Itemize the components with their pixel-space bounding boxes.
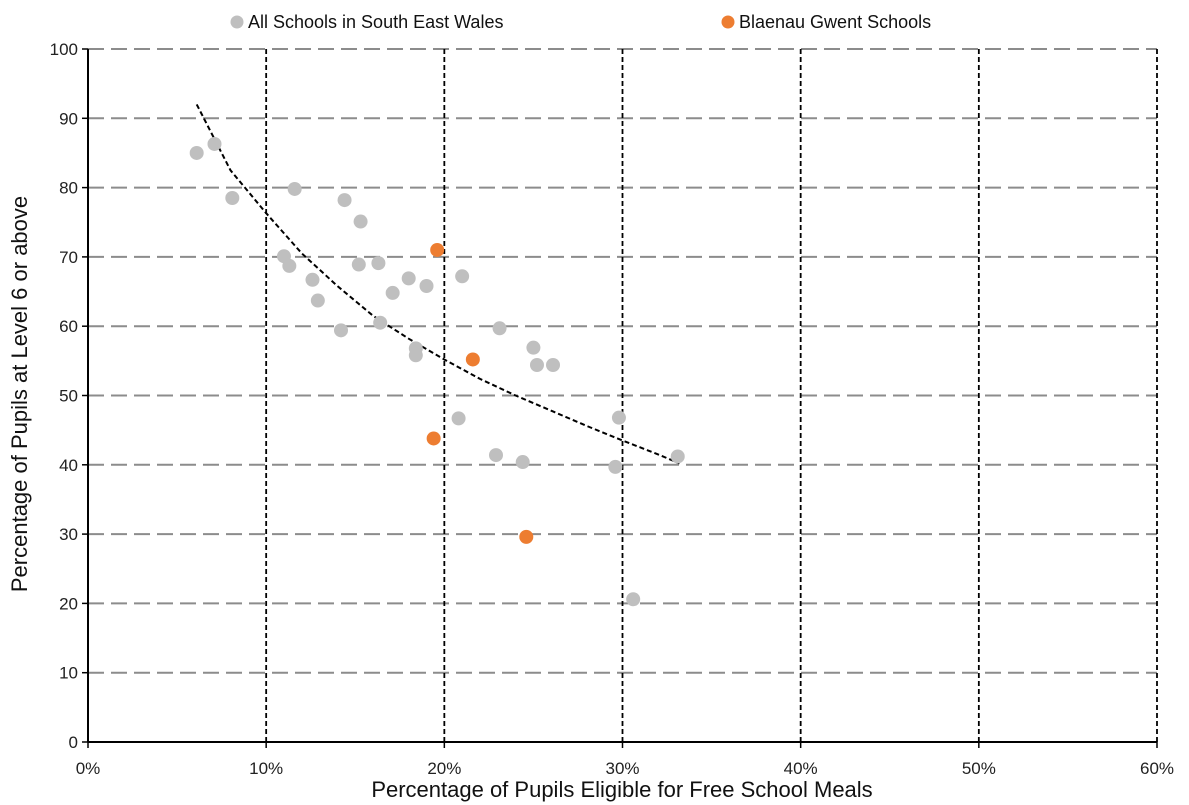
point-all-schools xyxy=(526,340,541,355)
x-tick-label: 20% xyxy=(427,759,461,778)
y-tick-label: 80 xyxy=(59,179,78,198)
y-axis-title: Percentage of Pupils at Level 6 or above xyxy=(7,196,32,592)
point-all-schools xyxy=(546,358,561,373)
legend-marker-blaenau-gwent xyxy=(721,15,735,29)
legend-label-blaenau-gwent: Blaenau Gwent Schools xyxy=(739,12,931,32)
point-blaenau-gwent xyxy=(465,352,480,367)
point-blaenau-gwent xyxy=(426,431,441,446)
x-tick-label: 0% xyxy=(76,759,101,778)
y-tick-label: 60 xyxy=(59,317,78,336)
legend-item-blaenau-gwent: Blaenau Gwent Schools xyxy=(721,12,931,32)
point-all-schools xyxy=(401,271,416,286)
point-all-schools xyxy=(455,269,470,284)
point-all-schools xyxy=(333,323,348,338)
point-all-schools xyxy=(189,145,204,160)
data-points xyxy=(189,136,685,607)
point-all-schools xyxy=(373,315,388,330)
legend-marker-all-schools xyxy=(230,15,244,29)
point-all-schools xyxy=(310,293,325,308)
y-tick-label: 100 xyxy=(50,40,78,59)
point-all-schools xyxy=(282,258,297,273)
point-all-schools xyxy=(529,358,544,373)
y-tick-label: 90 xyxy=(59,109,78,128)
x-tick-label: 30% xyxy=(605,759,639,778)
tick-labels: 0% 10% 20% 30% 40% 50% 60% 0 10 20 30 40 50 60 70 80 90 1… xyxy=(50,40,1174,778)
point-all-schools xyxy=(225,190,240,205)
y-tick-label: 20 xyxy=(59,594,78,613)
point-all-schools xyxy=(287,181,302,196)
point-all-schools xyxy=(353,214,368,229)
point-blaenau-gwent xyxy=(430,242,445,257)
point-all-schools xyxy=(670,449,685,464)
point-all-schools xyxy=(419,279,434,294)
point-all-schools xyxy=(351,257,366,272)
point-all-schools xyxy=(408,348,423,363)
y-tick-label: 30 xyxy=(59,525,78,544)
trendline xyxy=(195,103,680,465)
y-tick-label: 10 xyxy=(59,664,78,683)
y-tick-label: 50 xyxy=(59,387,78,406)
point-all-schools xyxy=(207,136,222,151)
axes xyxy=(82,48,1158,748)
point-all-schools xyxy=(611,410,626,425)
x-axis-title: Percentage of Pupils Eligible for Free S… xyxy=(371,777,872,802)
point-all-schools xyxy=(608,459,623,474)
point-all-schools xyxy=(489,448,504,463)
point-all-schools xyxy=(337,193,352,208)
point-all-schools xyxy=(515,455,530,470)
trendline-layer xyxy=(195,103,680,465)
x-tick-label: 10% xyxy=(249,759,283,778)
point-all-schools xyxy=(626,592,641,607)
x-tick-label: 40% xyxy=(784,759,818,778)
y-tick-label: 70 xyxy=(59,248,78,267)
point-all-schools xyxy=(451,411,466,426)
gridlines xyxy=(88,48,1158,742)
y-tick-label: 0 xyxy=(69,733,78,752)
point-all-schools xyxy=(385,285,400,300)
point-all-schools xyxy=(371,256,386,271)
x-tick-label: 60% xyxy=(1140,759,1174,778)
legend: All Schools in South East Wales Blaenau … xyxy=(230,12,931,32)
legend-label-all-schools: All Schools in South East Wales xyxy=(248,12,503,32)
legend-item-all-schools: All Schools in South East Wales xyxy=(230,12,503,32)
x-tick-label: 50% xyxy=(962,759,996,778)
point-all-schools xyxy=(305,272,320,287)
y-tick-label: 40 xyxy=(59,456,78,475)
point-blaenau-gwent xyxy=(519,529,534,544)
point-all-schools xyxy=(492,321,507,336)
